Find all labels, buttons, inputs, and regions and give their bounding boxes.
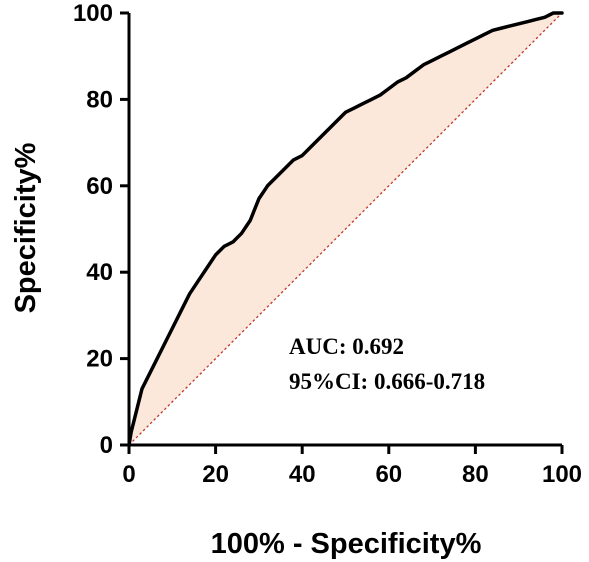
x-tick-label: 100 [542, 461, 582, 488]
roc-curve-line [127, 11, 564, 447]
x-tick-label: 80 [462, 461, 489, 488]
x-tick-label: 20 [202, 461, 229, 488]
auc-annotation: AUC: 0.692 [289, 334, 404, 359]
axes: 0 20 40 60 80 100 0 20 40 60 80 100 [73, 0, 582, 488]
x-tick-label: 40 [289, 461, 316, 488]
reference-diagonal-line [128, 12, 563, 446]
y-tick-label: 60 [86, 173, 113, 200]
annotations: AUC: 0.692 95%CI: 0.666-0.718 [289, 334, 485, 394]
x-tick-label: 0 [122, 461, 135, 488]
plot-area [127, 11, 564, 447]
ci-annotation: 95%CI: 0.666-0.718 [289, 369, 485, 394]
y-tick-label: 40 [86, 259, 113, 286]
y-tick-label: 0 [100, 432, 113, 459]
y-axis-title: Specificity% [10, 142, 42, 313]
y-tick-label: 80 [86, 86, 113, 113]
x-tick-label: 60 [375, 461, 402, 488]
y-tick-label: 100 [73, 0, 113, 27]
x-axis-title: 100% - Specificity% [211, 528, 482, 560]
y-tick-label: 20 [86, 346, 113, 373]
